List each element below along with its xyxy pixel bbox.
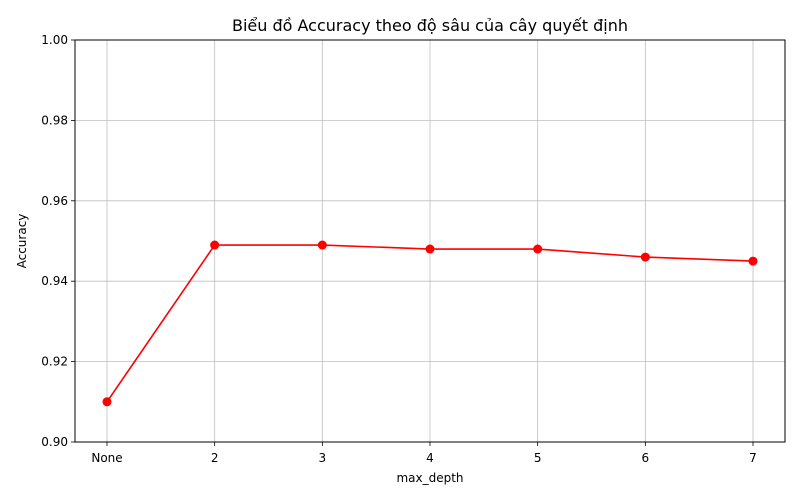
y-axis-label: Accuracy (15, 214, 29, 269)
x-axis-label: max_depth (396, 471, 463, 485)
y-tick-label: 0.92 (41, 355, 68, 369)
x-tick-label: 4 (426, 451, 434, 465)
y-axis: 0.90 0.92 0.94 0.96 0.98 1.00 (41, 33, 75, 449)
chart-title: Biểu đồ Accuracy theo độ sâu của cây quy… (232, 16, 628, 35)
x-tick-label: 2 (211, 451, 219, 465)
y-tick-label: 0.90 (41, 435, 68, 449)
y-tick-label: 0.98 (41, 113, 68, 127)
x-tick-label: 5 (534, 451, 542, 465)
x-tick-label: 3 (319, 451, 327, 465)
data-point (640, 252, 650, 262)
x-tick-label: None (91, 451, 122, 465)
data-point (317, 240, 327, 250)
x-tick-label: 7 (749, 451, 757, 465)
data-point (533, 244, 543, 254)
data-point (748, 256, 758, 266)
series-layer (102, 240, 758, 407)
data-point (210, 240, 220, 250)
x-axis: None 2 3 4 5 6 7 (91, 442, 757, 465)
data-point (102, 397, 112, 407)
y-tick-label: 0.96 (41, 194, 68, 208)
data-point (425, 244, 435, 254)
x-tick-label: 6 (642, 451, 650, 465)
y-tick-label: 1.00 (41, 33, 68, 47)
y-tick-label: 0.94 (41, 274, 68, 288)
